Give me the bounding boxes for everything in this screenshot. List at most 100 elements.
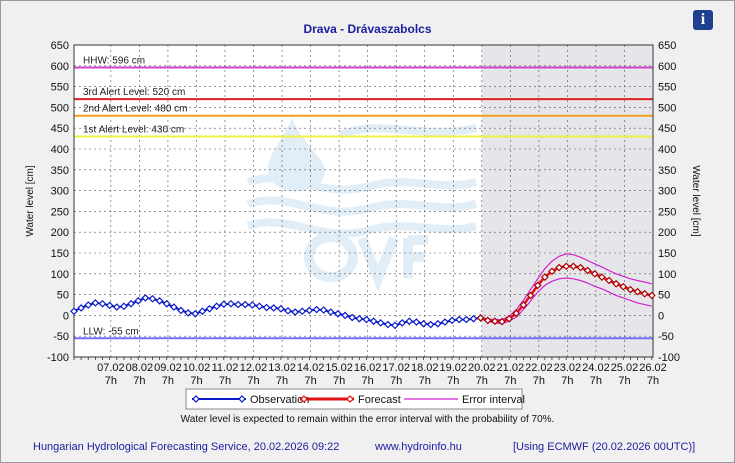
y-tick-label-left: 0 [63,310,69,322]
x-tick-date-label: 14.02 [297,362,325,374]
observation-point [227,299,235,308]
forecast-point [626,285,635,294]
forecast-point [583,266,592,275]
observation-point [170,303,178,311]
watermark-wave-3 [246,218,478,238]
observation-point [369,317,378,326]
y-tick-label-right: 50 [658,290,670,302]
x-tick-date-label: 15.02 [325,362,353,374]
observation-point [312,305,321,314]
observation-point [462,315,471,324]
observation-point [105,301,114,310]
y-tick-label-right: 250 [658,206,676,218]
y-tick-label-right: 450 [658,123,676,135]
forecast-point [540,273,549,281]
y-tick-label-left: 50 [57,290,69,302]
chart-title: Drava - Drávaszabolcs [303,22,432,36]
level-label: HHW: 596 cm [83,55,145,66]
observation-point [319,306,328,314]
observation-point [284,306,292,315]
x-tick-hour-label: 7h [476,375,488,387]
legend-marker [346,395,354,403]
observation-point [262,303,271,312]
observation-point [248,301,257,309]
observation-point [341,311,349,320]
observation-point [326,308,335,316]
forecast-point [619,282,628,291]
observation-point [398,319,406,327]
y-tick-label-right: 300 [658,186,676,198]
forecast-point [598,273,606,281]
info-icon-button[interactable]: i [693,10,713,30]
x-tick-hour-label: 7h [618,375,630,387]
observation-point [448,316,456,325]
x-tick-hour-label: 7h [247,375,259,387]
level-label: 3rd Alert Level: 520 cm [83,87,185,98]
x-tick-hour-label: 7h [133,375,145,387]
x-tick-hour-label: 7h [333,375,345,387]
footer-website-link[interactable]: www.hydroinfo.hu [375,441,462,453]
x-tick-date-label: 12.02 [240,362,268,374]
observation-point [269,304,278,312]
x-tick-hour-label: 7h [447,375,459,387]
legend-label: Error interval [462,394,525,406]
x-tick-hour-label: 7h [419,375,431,387]
y-tick-label-left: -50 [53,331,69,343]
forecast-point [633,287,642,296]
x-tick-date-label: 11.02 [212,362,239,374]
observation-point [362,315,371,324]
legend-marker [238,395,246,403]
observation-point [70,307,78,316]
observation-point [120,302,128,311]
observation-series-line [73,296,481,327]
x-tick-date-label: 22.02 [525,362,553,374]
forecast-point [647,291,656,300]
y-tick-label-right: 350 [658,165,676,177]
forecast-point [533,281,542,290]
observation-point [98,299,107,308]
forecast-point [483,316,492,325]
watermark-wave-1 [246,174,478,194]
forecast-point [512,309,521,318]
legend-marker [300,395,308,403]
observation-point [355,314,364,323]
observation-point [334,309,342,318]
forecast-point [505,314,513,323]
y-tick-label-left: 250 [51,206,69,218]
forecast-point [590,269,599,278]
observation-point [391,321,399,330]
y-axis-label-left: Water level [cm] [25,165,36,237]
observation-point [441,318,449,326]
y-tick-label-right: 200 [658,227,676,239]
y-tick-label-left: 400 [51,144,69,156]
x-tick-date-label: 26.02 [639,362,667,374]
observation-point [112,303,121,311]
y-tick-label-left: 550 [51,82,69,94]
x-tick-date-label: 17.02 [382,362,410,374]
y-tick-label-left: 600 [51,61,69,73]
ovf-watermark-logo [246,118,478,292]
x-tick-hour-label: 7h [647,375,659,387]
forecast-point [605,276,613,285]
observation-point [405,317,414,326]
x-tick-hour-label: 7h [190,375,202,387]
legend-label: Forecast [358,394,401,406]
observation-point [191,309,200,318]
y-axis-label-right: Water level [cm] [690,165,701,237]
x-tick-date-label: 09.02 [154,362,182,374]
forecast-point [576,263,585,272]
y-tick-label-right: 150 [658,248,676,260]
y-tick-label-left: 500 [51,102,69,114]
x-tick-date-label: 08.02 [126,362,154,374]
x-tick-date-label: 23.02 [554,362,582,374]
x-tick-date-label: 19.02 [439,362,467,374]
x-tick-hour-label: 7h [390,375,402,387]
y-tick-label-left: 650 [51,40,69,52]
x-tick-date-label: 18.02 [411,362,439,374]
observation-point [419,319,428,328]
forecast-point [640,289,649,298]
y-tick-label-right: -50 [658,331,674,343]
y-tick-label-right: 650 [658,40,676,52]
observation-point [134,296,143,305]
observation-point [455,315,464,324]
